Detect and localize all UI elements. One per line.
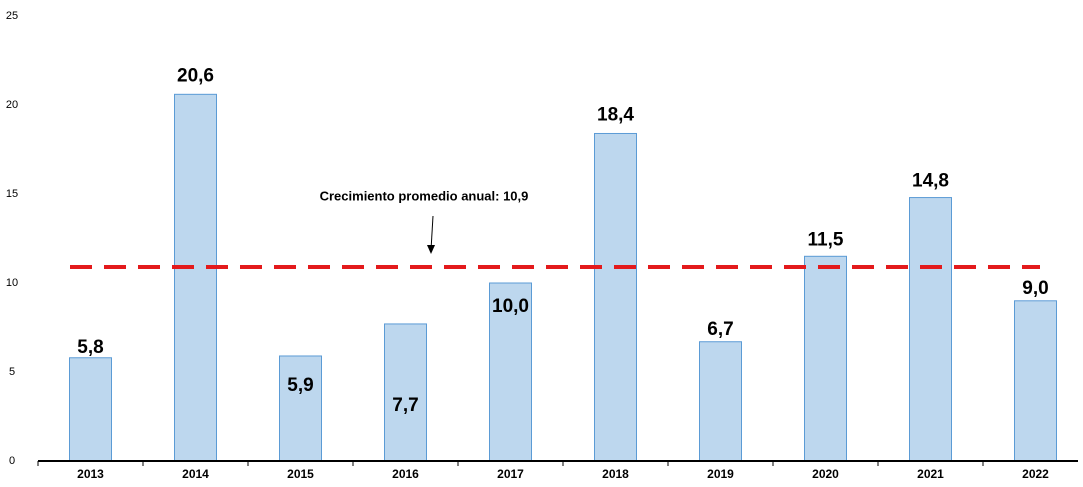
y-tick-label: 25	[6, 10, 18, 22]
bar	[174, 93, 217, 462]
bar	[1014, 300, 1057, 462]
value-label: 7,7	[392, 395, 418, 416]
value-label: 11,5	[808, 229, 844, 250]
x-tick-label: 2017	[497, 467, 524, 481]
x-tick-label: 2014	[182, 467, 209, 481]
value-label: 20,6	[177, 65, 214, 86]
value-label: 5,8	[77, 337, 103, 358]
bar	[699, 341, 742, 462]
x-tick-label: 2022	[1022, 467, 1049, 481]
x-tick-label: 2016	[392, 467, 419, 481]
bar	[804, 255, 847, 462]
y-tick-label: 5	[9, 366, 15, 378]
value-label: 6,7	[707, 319, 733, 340]
x-tick-label: 2020	[812, 467, 839, 481]
value-label: 9,0	[1022, 278, 1048, 299]
annotation-arrow	[430, 215, 434, 251]
bar	[489, 282, 532, 462]
x-tick-label: 2021	[917, 467, 944, 481]
value-label: 18,4	[597, 104, 634, 125]
x-tick-label: 2019	[707, 467, 734, 481]
bar	[384, 323, 427, 462]
x-tick-label: 2013	[77, 467, 104, 481]
arrow-head	[427, 245, 435, 254]
bar	[594, 132, 637, 462]
bar	[279, 355, 322, 462]
x-tick-label: 2018	[602, 467, 629, 481]
y-tick-label: 15	[6, 188, 18, 200]
value-label: 10,0	[492, 296, 529, 317]
reference-label: Crecimiento promedio anual: 10,9	[320, 188, 529, 203]
value-label: 14,8	[912, 171, 949, 192]
y-tick-label: 20	[6, 99, 18, 111]
x-tick-label: 2015	[287, 467, 314, 481]
y-tick-label: 0	[9, 455, 15, 467]
value-label: 5,9	[287, 375, 313, 396]
bar	[909, 197, 952, 462]
bar	[69, 357, 112, 462]
y-tick-label: 10	[6, 277, 18, 289]
